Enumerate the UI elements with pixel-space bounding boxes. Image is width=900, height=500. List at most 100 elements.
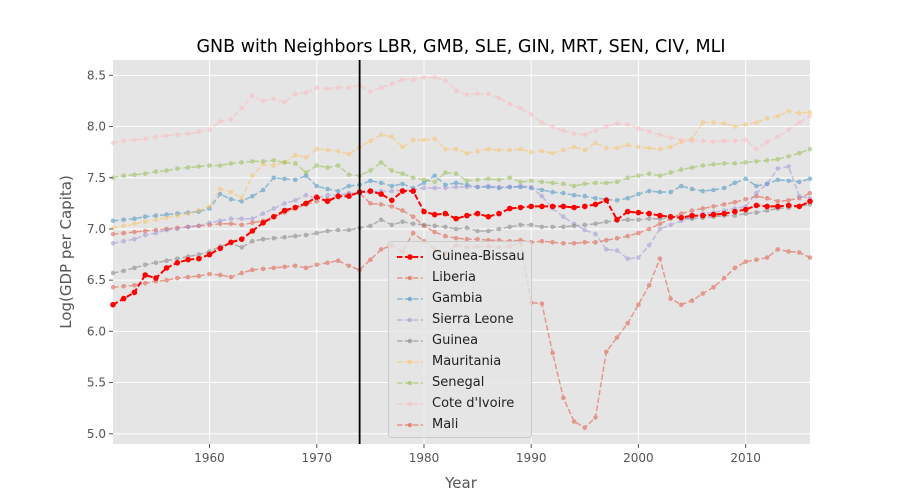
data-point [207,220,212,226]
data-point [679,211,684,216]
data-point [175,132,180,138]
data-point [689,138,695,144]
data-point [625,122,630,127]
data-point [518,105,523,111]
data-point [560,203,567,210]
data-point [325,86,330,91]
data-point [121,173,126,178]
data-point [743,197,748,202]
data-point [721,185,727,191]
data-point [711,162,716,167]
data-point [250,193,255,199]
data-point [582,425,588,430]
data-point [743,160,748,165]
data-point [250,173,255,178]
data-point [539,301,545,307]
data-point [582,132,588,138]
data-point [764,255,770,260]
data-point [807,114,813,119]
data-point [196,164,202,169]
data-point [721,121,727,126]
data-point [110,285,116,290]
data-point [561,190,566,196]
data-point [453,171,459,176]
data-point [132,221,137,227]
data-point [646,210,652,217]
data-point [303,200,309,207]
data-point [657,226,663,232]
data-point [593,140,598,146]
data-point [368,223,373,229]
series-layer [110,75,813,430]
data-point [249,228,256,234]
data-point [539,238,545,244]
data-point [604,247,609,252]
series-senegal [110,146,813,189]
data-point [796,203,803,210]
data-point [775,199,781,204]
data-point [561,214,566,219]
data-point [550,124,555,129]
data-point [314,230,320,236]
data-point [399,188,406,194]
data-point [239,222,244,228]
data-point [679,137,684,143]
legend-swatch [397,338,423,344]
data-point [400,208,405,213]
data-point [667,213,674,220]
data-point [668,135,673,141]
data-point [400,171,405,176]
data-point [378,191,384,197]
data-point [421,185,427,191]
data-point [400,144,405,150]
data-point [496,210,502,217]
data-point [807,198,813,205]
legend: Guinea-Bissau Liberia Gambia Sierra Leone Gu… [388,241,532,438]
data-point [571,144,577,150]
data-point [303,232,309,238]
data-point [797,120,802,125]
data-point [754,146,759,152]
data-point [378,217,384,222]
data-point [775,157,781,162]
data-point [293,177,298,183]
y-tick-label: 8.5 [87,68,106,82]
data-point [217,186,223,192]
data-point [378,85,384,90]
data-point [764,181,770,187]
data-point [528,149,534,155]
data-point [550,240,555,245]
data-point [561,181,566,187]
data-point [785,202,792,209]
y-tick-label: 7.0 [87,222,106,236]
data-point [153,230,159,236]
data-point [282,160,287,165]
data-point [561,147,566,153]
data-point [539,187,545,193]
data-point [743,137,748,143]
data-point [593,231,598,237]
data-point [475,148,480,154]
data-point [400,181,405,187]
data-point [453,226,459,232]
data-point [400,77,405,82]
data-point [400,219,405,225]
series-cote-d-ivoire [110,75,813,152]
data-point [614,216,620,223]
data-point [421,75,427,80]
data-point [711,120,716,125]
data-point [614,121,620,126]
data-point [314,85,320,90]
data-point [571,419,577,424]
data-point [432,173,438,178]
data-point [271,158,277,163]
data-point [293,263,298,269]
data-point [410,214,416,219]
data-point [271,163,277,168]
legend-item: Sierra Leone [389,310,531,331]
data-point [121,230,126,236]
data-point [121,138,126,144]
data-point [443,170,448,175]
data-point [625,142,630,148]
data-point [571,223,577,229]
